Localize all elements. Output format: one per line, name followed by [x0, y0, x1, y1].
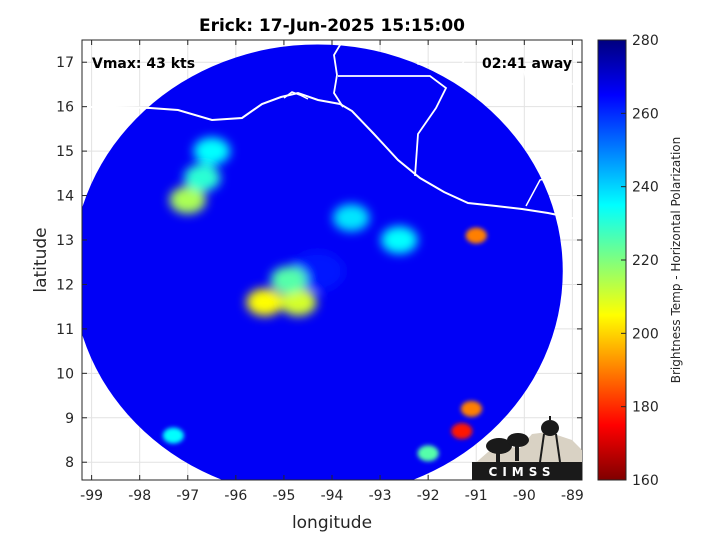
- time-away-annotation: 02:41 away: [482, 56, 572, 72]
- colorbar-tick-label: 180: [632, 400, 659, 416]
- y-tick-label: 12: [56, 277, 74, 293]
- tb-feature-cell: [417, 445, 439, 462]
- y-tick-label: 17: [56, 55, 74, 71]
- chart-title: Erick: 17-Jun-2025 15:15:00: [199, 16, 465, 36]
- x-tick-label: -96: [224, 488, 247, 504]
- vmax-annotation: Vmax: 43 kts: [92, 56, 195, 72]
- cimss-logo: CIMSS: [472, 416, 582, 480]
- tb-feature-band: [332, 204, 370, 232]
- x-tick-label: -99: [80, 488, 103, 504]
- tb-feature-cell: [451, 423, 473, 440]
- tb-feature-band: [381, 226, 418, 254]
- colorbar-tick-label: 280: [632, 33, 659, 49]
- y-tick-label: 9: [65, 411, 74, 427]
- y-tick-label: 8: [65, 455, 74, 471]
- cimss-logo-text: CIMSS: [489, 465, 556, 479]
- x-tick-label: -93: [369, 488, 392, 504]
- tb-feature-cell: [162, 427, 184, 444]
- x-tick-label: -97: [176, 488, 199, 504]
- tb-feature-band: [270, 266, 307, 294]
- colorbar-tick-label: 160: [632, 473, 659, 489]
- y-tick-label: 16: [56, 100, 74, 116]
- x-tick-label: -89: [561, 488, 584, 504]
- data-layer: [82, 40, 582, 480]
- colorbar-tick-label: 200: [632, 326, 659, 342]
- tb-feature-cell: [460, 400, 482, 417]
- colorbar-tick-label: 260: [632, 106, 659, 122]
- y-axis-label: latitude: [31, 227, 51, 292]
- y-axis: 8 9 10 11 12 13 14 15 16 17: [56, 55, 582, 471]
- x-tick-label: -95: [272, 488, 295, 504]
- x-axis: -99 -98 -97 -96 -95 -94 -93 -92 -91 -90 -89: [80, 40, 584, 504]
- x-tick-label: -92: [417, 488, 440, 504]
- x-tick-label: -90: [513, 488, 536, 504]
- colorbar-label: Brightness Temp - Horizontal Polarizatio…: [669, 137, 683, 384]
- coastline: [82, 40, 582, 221]
- colorbar-tick-label: 220: [632, 253, 659, 269]
- tb-feature-band: [169, 186, 207, 214]
- y-tick-label: 15: [56, 144, 74, 160]
- tb-feature-band: [193, 137, 231, 165]
- y-tick-label: 10: [56, 366, 74, 382]
- tb-feature-band: [280, 288, 317, 316]
- tb-feature-cell: [465, 227, 487, 244]
- tb-feature-band: [246, 288, 283, 316]
- x-tick-label: -98: [128, 488, 151, 504]
- x-tick-label: -94: [321, 488, 344, 504]
- colorbar-tick-label: 240: [632, 180, 659, 196]
- x-axis-label: longitude: [292, 513, 372, 533]
- y-tick-label: 11: [56, 322, 74, 338]
- tb-feature-band: [183, 164, 221, 192]
- y-tick-label: 14: [56, 189, 74, 205]
- y-tick-label: 13: [56, 233, 74, 249]
- x-tick-label: -91: [465, 488, 488, 504]
- colorbar-ticks: 160 180 200 220 240 260 280: [621, 33, 659, 489]
